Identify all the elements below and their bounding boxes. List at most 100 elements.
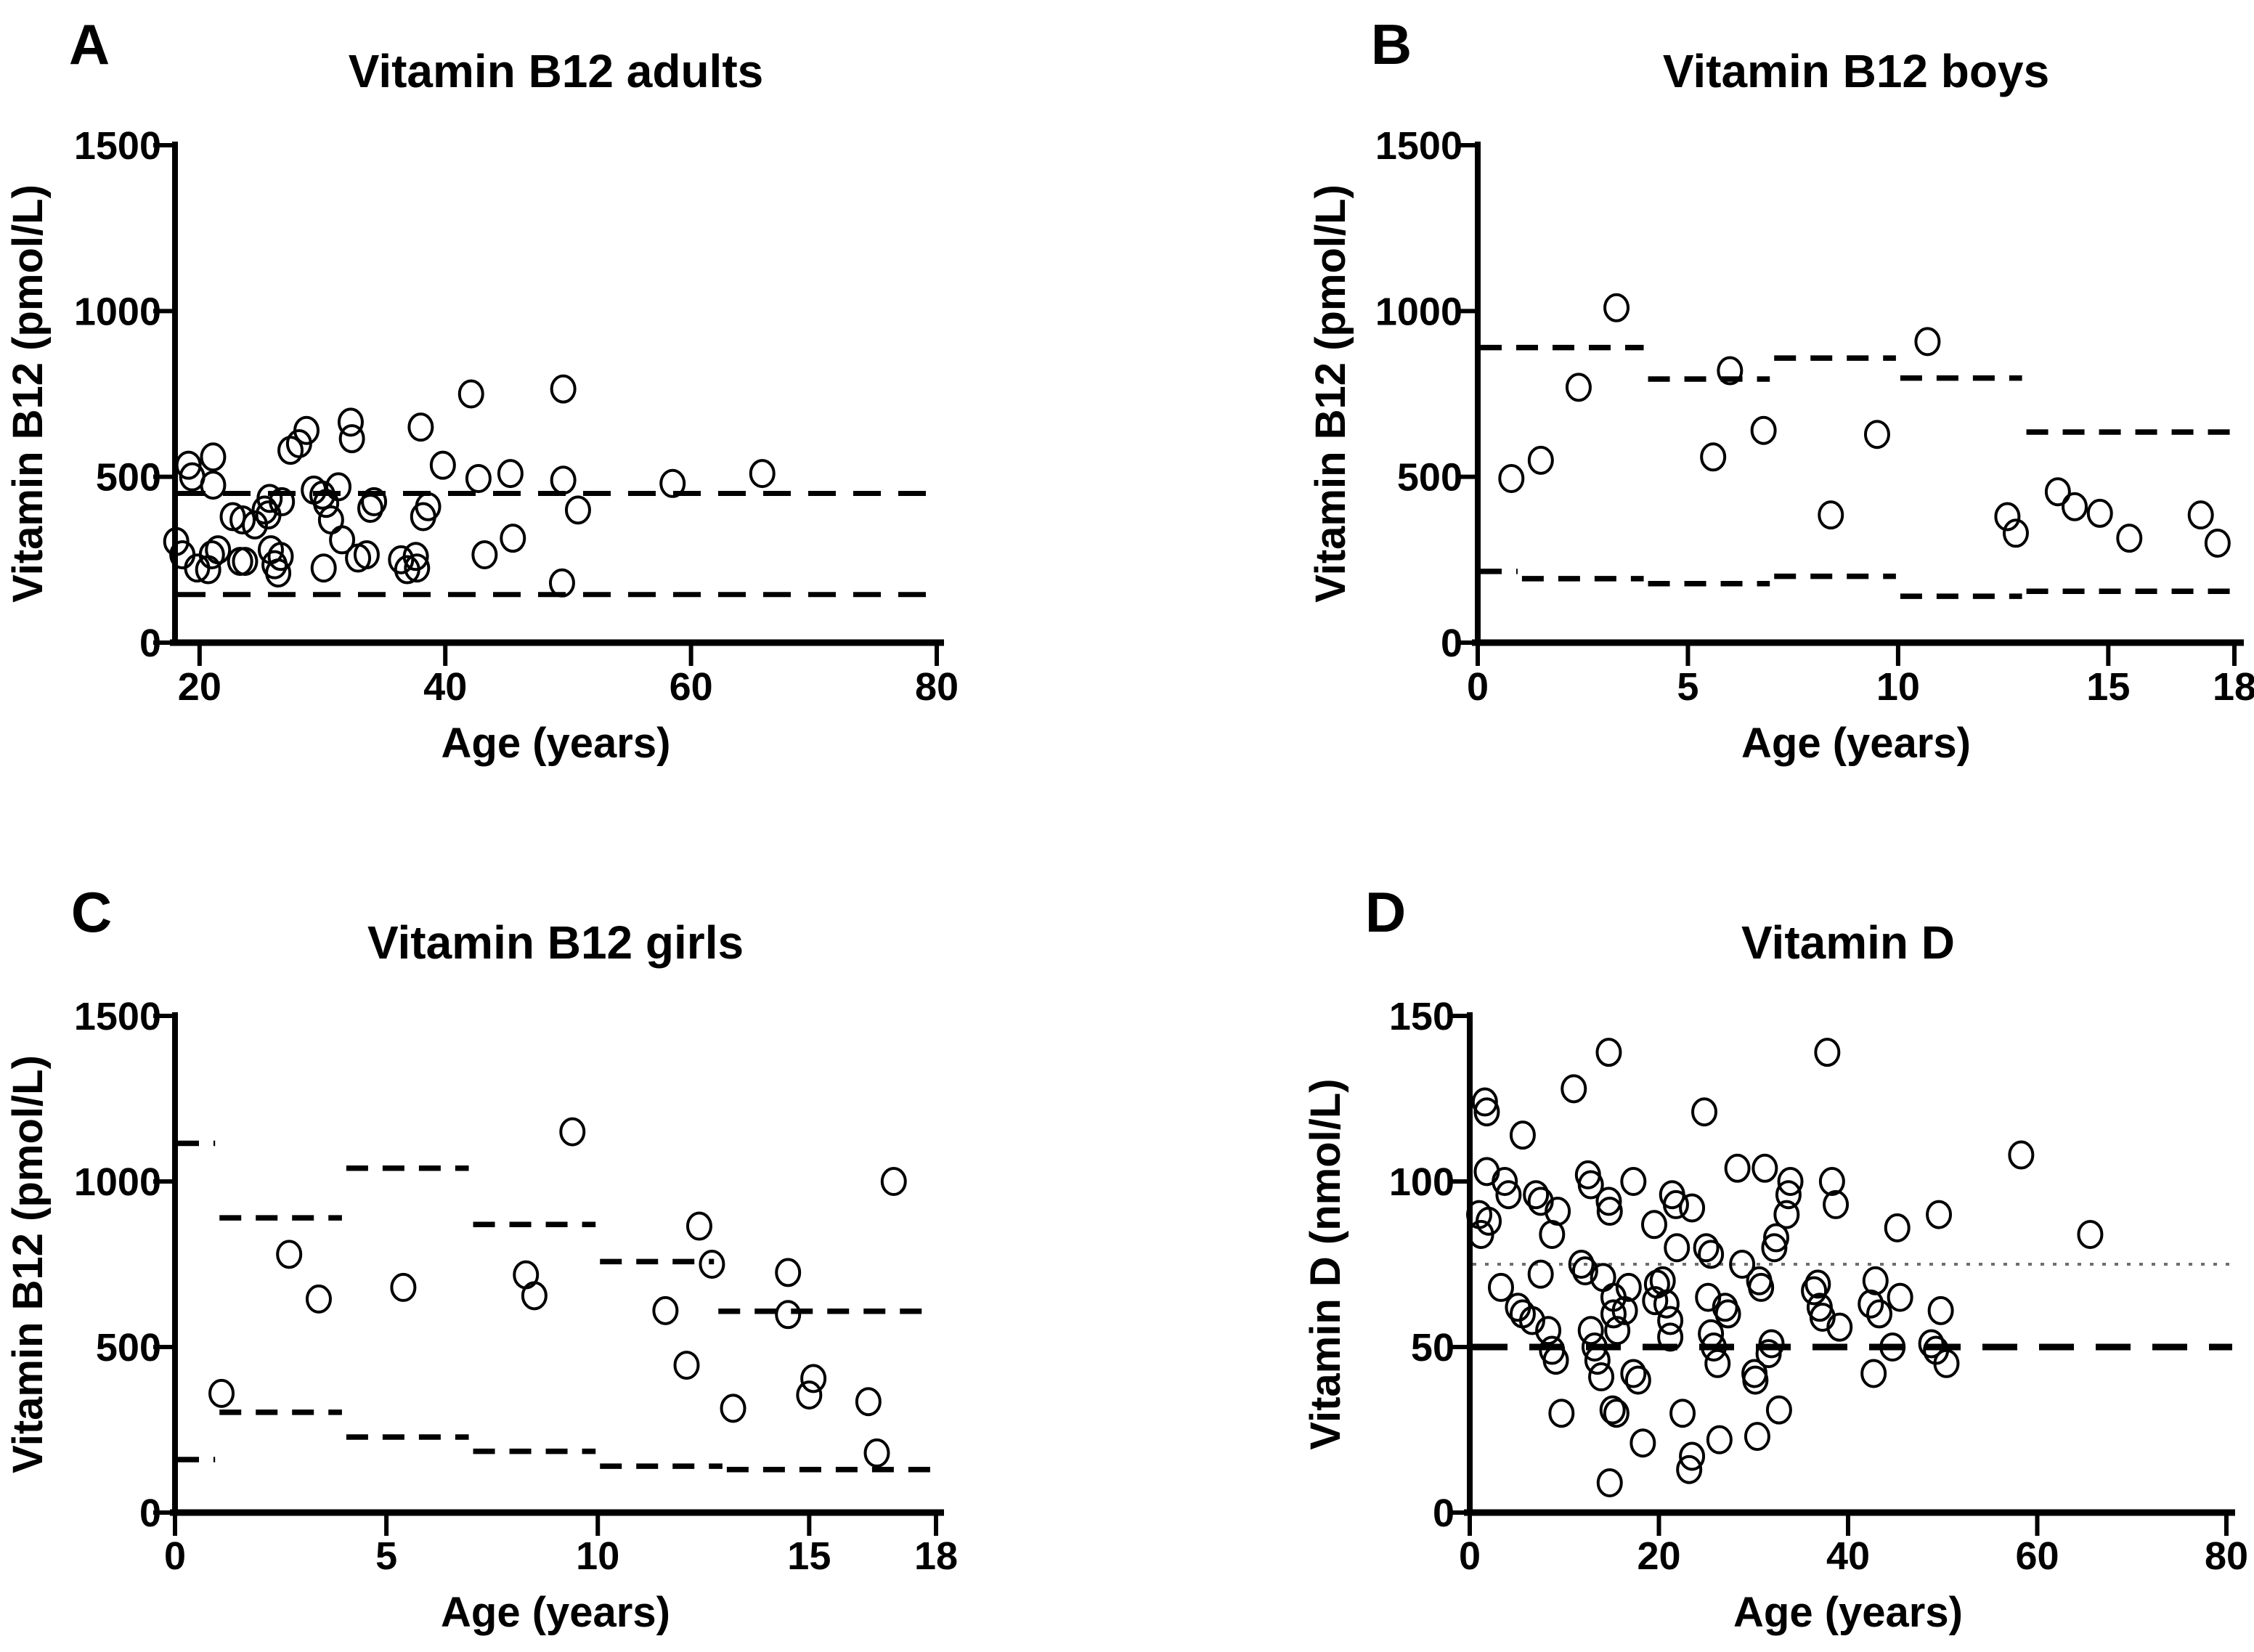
panel-a-data-point	[402, 542, 429, 571]
panel-d-y-tick-label: 50	[1411, 1326, 1454, 1370]
panel-d-data-point	[1473, 1157, 1500, 1187]
panel-d-x-axis-label: Age (years)	[1733, 1589, 1963, 1636]
panel-d-data-point	[1818, 1167, 1845, 1196]
panel-d-data-point	[1669, 1399, 1696, 1428]
panel-d-data-point	[1765, 1395, 1792, 1425]
panel-d-data-point	[1599, 1395, 1626, 1425]
panel-c-data-point	[305, 1284, 332, 1314]
panel-c-data-point	[800, 1364, 827, 1393]
panel-d-data-point	[1823, 1189, 1850, 1219]
panel-d-data-point	[1679, 1193, 1706, 1223]
panel-d-y-tick-label: 0	[1433, 1492, 1454, 1535]
panel-b-title: Vitamin B12 boys	[1663, 45, 2049, 97]
panel-c-y-tick-label: 1500	[74, 995, 161, 1038]
panel-d-data-point	[1742, 1365, 1769, 1395]
panel-b-y-tick-label: 1500	[1375, 124, 1462, 168]
panel-a-data-point	[415, 492, 442, 521]
panel-b-y-tick-label: 500	[1397, 456, 1462, 500]
panel-a-y-tick-label: 500	[96, 456, 161, 500]
panel-c-data-point	[863, 1438, 890, 1468]
panel-d-data-point	[1624, 1365, 1651, 1395]
panel-c-y-tick-label: 500	[96, 1326, 161, 1370]
panel-a-data-point	[749, 459, 776, 489]
panel-d-data-point	[1473, 1097, 1500, 1127]
panel-a-x-tick-label: 40	[423, 665, 467, 709]
panel-d-data-point	[1860, 1359, 1887, 1388]
panel-c-letter: C	[71, 880, 112, 944]
panel-b-x-tick-label: 15	[2086, 665, 2130, 709]
panel-d-data-point	[1568, 1250, 1595, 1279]
panel-d-data-point	[1773, 1200, 1800, 1229]
panel-c-x-tick-label: 10	[576, 1534, 619, 1578]
panel-d-y-tick-label: 150	[1389, 995, 1454, 1038]
panel-d-data-point	[1561, 1074, 1587, 1104]
panel-a-data-point	[404, 553, 431, 583]
panel-d-data-point	[1662, 1189, 1689, 1219]
panel-d-data-point	[1691, 1097, 1718, 1127]
panel-b-y-tick-label: 0	[1441, 622, 1462, 665]
panel-d-x-tick-label: 40	[1826, 1534, 1870, 1578]
panel-a-y-tick-label: 1500	[74, 124, 161, 168]
panel-d-x-tick-label: 60	[2015, 1534, 2059, 1578]
panel-d-data-point	[1724, 1153, 1751, 1183]
panel-a-data-point	[337, 407, 364, 437]
panel-d-data-point	[2077, 1219, 2104, 1249]
panel-a-data-point	[550, 465, 577, 495]
panel-d-data-point	[1926, 1200, 1953, 1229]
panel-a-data-point	[256, 484, 283, 513]
panel-c-data-point	[559, 1117, 586, 1147]
panel-a-data-point	[241, 510, 268, 540]
panel-b-x-tick-label: 10	[1876, 665, 1920, 709]
panel-d-title: Vitamin D	[1741, 916, 1955, 969]
panel-d-data-point	[1487, 1272, 1514, 1302]
panel-d-data-point	[1620, 1359, 1647, 1388]
panel-d-x-tick-label: 80	[2205, 1534, 2248, 1578]
panel-d-data-point	[1571, 1256, 1598, 1286]
panel-d-data-point	[1777, 1167, 1804, 1196]
panel-c-data-point	[652, 1295, 679, 1325]
panel-a-data-point	[353, 540, 380, 569]
panel-d-data-point	[1862, 1266, 1889, 1295]
panel-a-data-point	[329, 525, 356, 555]
panel-d-data-point	[1476, 1206, 1502, 1236]
panel-c-x-axis-label: Age (years)	[441, 1589, 670, 1636]
panel-d-data-point	[1763, 1223, 1790, 1253]
panel-d-data-point	[1577, 1316, 1604, 1346]
panel-c-y-axis-label: Vitamin B12 (pmol/L)	[4, 1055, 52, 1473]
panel-d-data-point	[1761, 1233, 1788, 1263]
panel-d-data-point	[1630, 1428, 1656, 1458]
panel-d-data-point	[1653, 1289, 1680, 1319]
panel-c-data-point	[673, 1351, 700, 1380]
panel-a-data-point	[497, 459, 524, 489]
panel-b-data-point	[2044, 477, 2071, 507]
panel-d-y-axis-label: Vitamin D (nmol/L)	[1302, 1078, 1349, 1449]
panel-c-data-point	[685, 1211, 712, 1241]
panel-d-data-point	[1744, 1422, 1770, 1452]
panel-d-data-point	[1492, 1167, 1518, 1196]
panel-c-data-point	[699, 1250, 725, 1279]
panel-d-x-tick-label: 20	[1637, 1534, 1680, 1578]
panel-a-data-point	[564, 495, 591, 525]
panel-d-data-point	[1805, 1269, 1831, 1299]
panel-c-x-tick-label: 18	[914, 1534, 958, 1578]
panel-d-data-point	[1801, 1276, 1828, 1306]
panel-b-data-point	[2062, 492, 2088, 521]
panel-c-data-point	[276, 1240, 303, 1269]
panel-d-data-point	[1640, 1210, 1667, 1240]
panel-d-data-point	[1706, 1425, 1733, 1454]
panel-d-data-point	[1704, 1348, 1731, 1378]
panel-d-data-point	[1581, 1332, 1608, 1362]
panel-d-data-point	[1495, 1180, 1522, 1210]
panel-b-data-point	[1565, 373, 1592, 402]
panel-a-data-point	[325, 472, 352, 502]
panel-d-data-point	[1657, 1322, 1684, 1352]
panel-d-data-point	[1775, 1180, 1802, 1210]
panel-c-x-tick-label: 15	[787, 1534, 831, 1578]
panel-a-y-tick-label: 0	[139, 622, 161, 665]
panel-b-letter: B	[1371, 12, 1412, 76]
panel-a-x-tick-label: 60	[670, 665, 713, 709]
panel-b-data-point	[1863, 420, 1890, 449]
panel-d-data-point	[1523, 1180, 1550, 1210]
panel-a-data-point	[200, 471, 227, 500]
panel-c-x-tick-label: 5	[375, 1534, 397, 1578]
